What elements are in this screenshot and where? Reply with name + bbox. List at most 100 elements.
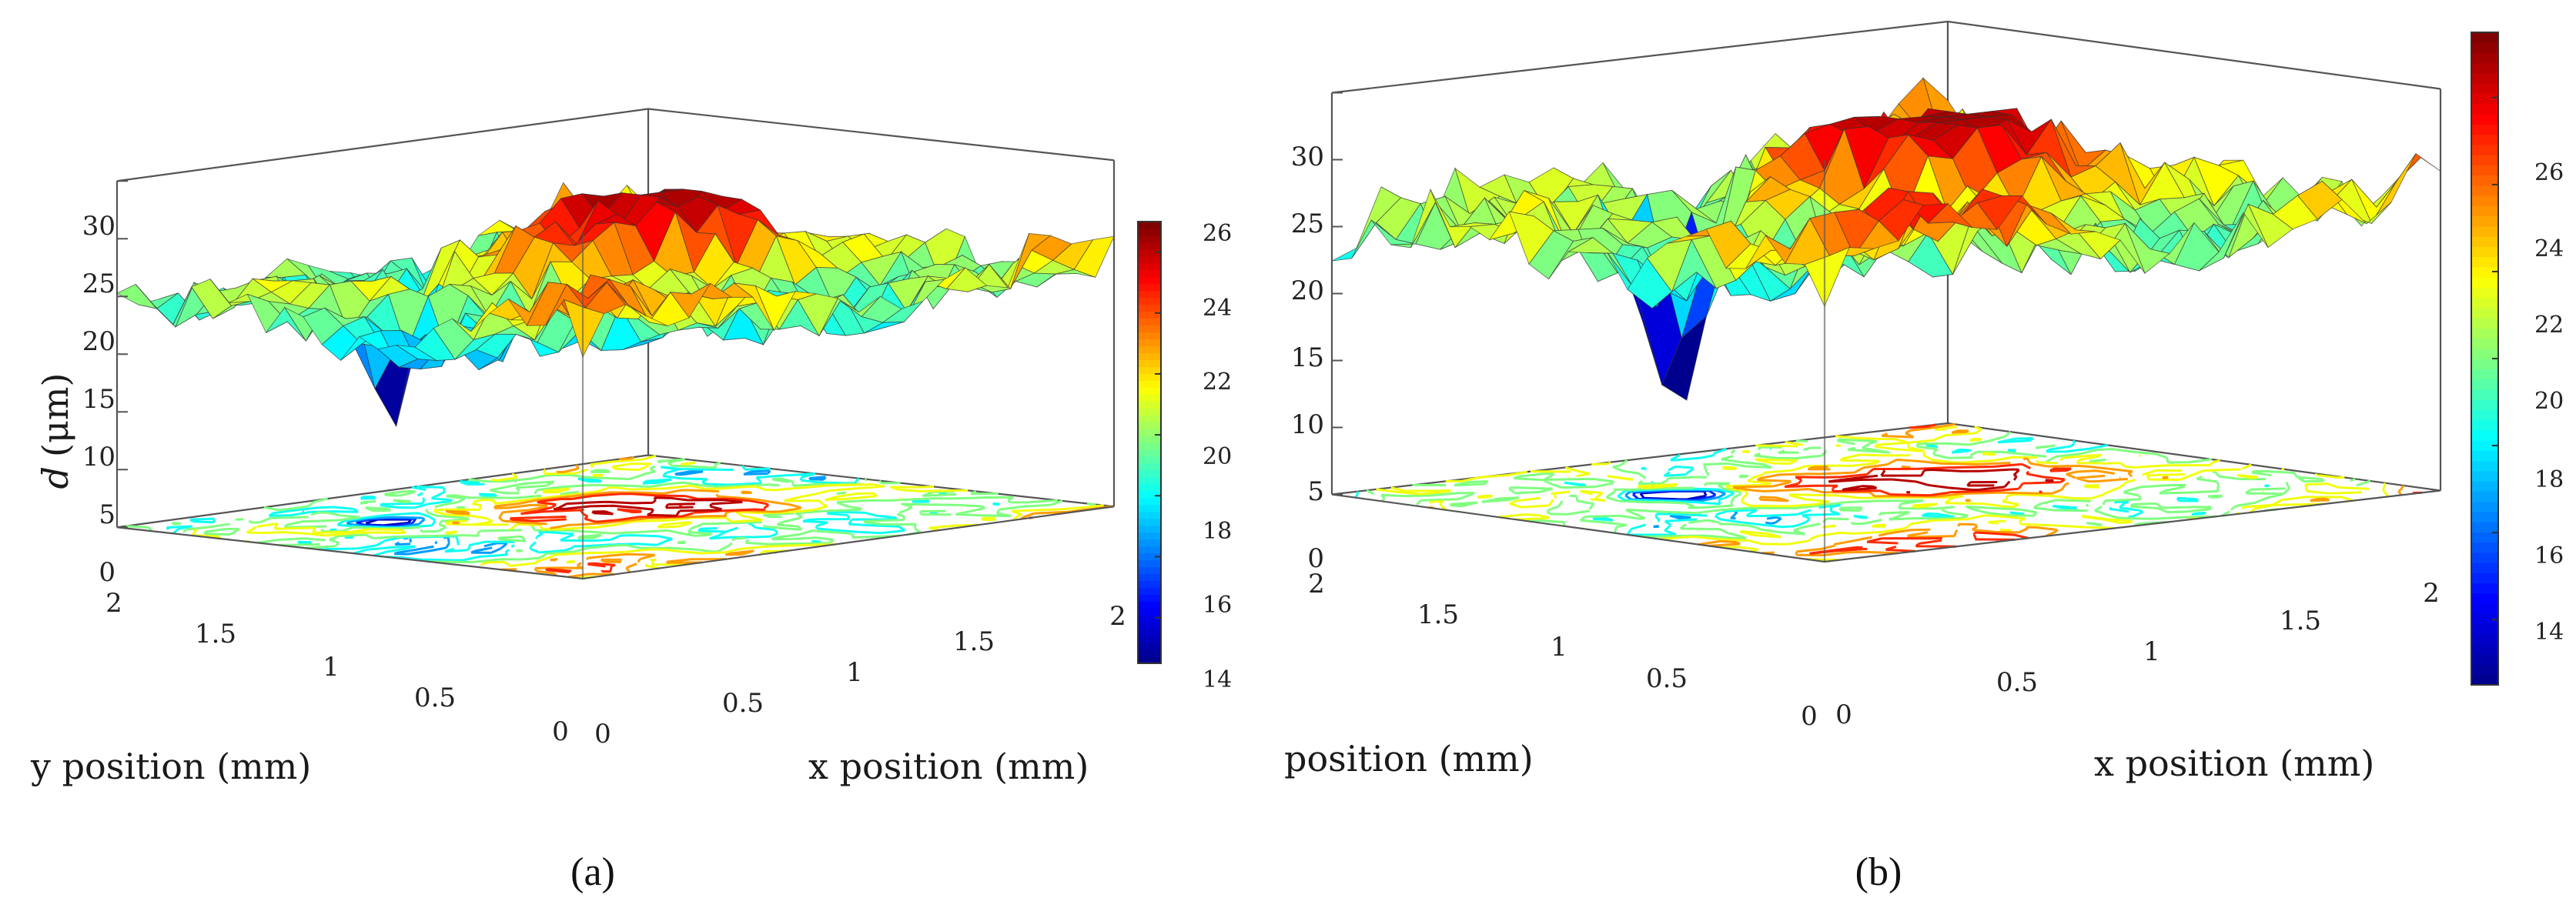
panel-b-ztick: 15: [1291, 342, 1324, 373]
colorbar-swatch: [1138, 525, 1161, 533]
panel-b-surface: [1331, 77, 2441, 401]
panel-b-ytick: 1: [1551, 632, 1567, 663]
colorbar-swatch: [2471, 399, 2498, 410]
panel-a-zlabel: d(μm): [35, 373, 76, 489]
colorbar-swatch: [1138, 587, 1161, 595]
panel-a-ztick: 15: [82, 384, 115, 415]
colorbar-swatch: [2471, 623, 2498, 635]
colorbar-swatch: [1138, 546, 1161, 554]
panel-b-ztick: 5: [1307, 476, 1324, 507]
panel-a-ytick: 2: [105, 588, 122, 619]
colorbar-swatch: [1138, 608, 1161, 616]
colorbar-swatch: [2471, 460, 2498, 472]
surface-facet: [1804, 246, 1850, 308]
colorbar-swatch: [2471, 419, 2498, 431]
colorbar-swatch: [2471, 429, 2498, 441]
colorbar-swatch: [1138, 490, 1161, 499]
colorbar-swatch: [1138, 601, 1161, 609]
colorbar-swatch: [2471, 552, 2498, 563]
colorbar-swatch: [1138, 483, 1161, 492]
colorbar-swatch: [1138, 449, 1161, 457]
panel-a-xtick: 0: [594, 719, 611, 749]
panel-b-colorbar: [2471, 32, 2499, 686]
colorbar-swatch: [1138, 366, 1161, 374]
colorbar-swatch: [1138, 222, 1161, 229]
colorbar-swatch: [2471, 195, 2498, 206]
colorbar-swatch: [1138, 476, 1161, 485]
colorbar-swatch: [1138, 559, 1161, 568]
colorbar-swatch: [1138, 325, 1161, 333]
panel-b-ylabel: position (mm): [1284, 738, 1534, 779]
colorbar-swatch: [2471, 633, 2498, 645]
colorbar-swatch: [2471, 532, 2498, 543]
colorbar-swatch: [2471, 205, 2498, 217]
contour-level: [1827, 468, 2055, 494]
panel-a-ztick: 10: [82, 442, 115, 472]
panel-b-front-box: [1331, 92, 2441, 563]
panel-b-xlabel: x position (mm): [2094, 743, 2374, 784]
colorbar-swatch: [2471, 359, 2498, 369]
colorbar-swatch: [1138, 594, 1161, 602]
colorbar-swatch: [1138, 462, 1161, 471]
colorbar-swatch: [1138, 615, 1161, 623]
colorbar-swatch: [2471, 266, 2498, 278]
panel-b-ztick: 25: [1291, 209, 1324, 239]
colorbar-swatch: [1138, 643, 1161, 650]
panel-a-ztick: 20: [82, 326, 115, 357]
panel-a-colorbar-tick: 18: [1203, 518, 1232, 545]
colorbar-swatch: [2471, 165, 2498, 176]
colorbar-swatch: [1138, 656, 1161, 664]
contour-level: [302, 469, 827, 556]
colorbar-swatch: [1138, 249, 1161, 257]
panel-a-ytick: 0: [552, 716, 569, 747]
colorbar-swatch: [1138, 235, 1161, 243]
colorbar-swatch: [1138, 469, 1161, 478]
contour-level: [1784, 423, 2422, 555]
panel-a-ylabel: y position (mm): [30, 746, 311, 787]
colorbar-swatch: [2471, 644, 2498, 655]
colorbar-swatch: [1138, 339, 1161, 347]
colorbar-swatch: [2471, 369, 2498, 380]
colorbar-swatch: [2471, 225, 2498, 237]
colorbar-swatch: [2471, 603, 2498, 614]
colorbar-swatch: [1138, 532, 1161, 540]
panel-b-caption: (b): [1855, 850, 1902, 894]
panel-b-colorbar-tick: 20: [2534, 388, 2564, 415]
colorbar-swatch: [1138, 269, 1161, 278]
colorbar-swatch: [2471, 236, 2498, 247]
colorbar-swatch: [1138, 636, 1161, 643]
colorbar-swatch: [2471, 155, 2498, 165]
colorbar-swatch: [2471, 450, 2498, 462]
contour-level: [509, 466, 1033, 573]
colorbar-swatch: [1138, 580, 1161, 588]
colorbar-swatch: [1138, 262, 1161, 271]
colorbar-swatch: [2471, 144, 2498, 155]
colorbar-swatch: [2471, 134, 2498, 145]
colorbar-swatch: [1138, 622, 1161, 629]
colorbar-swatch: [1138, 276, 1161, 285]
panel-a-colorbar: [1137, 221, 1162, 664]
contour-level: [1376, 426, 2389, 562]
panel-b-colorbar-tick: 14: [2534, 619, 2564, 646]
colorbar-swatch: [1138, 242, 1161, 250]
colorbar-swatch: [2471, 593, 2498, 604]
surface-facet: [564, 299, 605, 359]
colorbar-swatch: [2471, 409, 2498, 421]
colorbar-swatch: [2471, 511, 2498, 522]
colorbar-swatch: [2471, 287, 2498, 299]
panel-a-ztick: 25: [82, 269, 115, 299]
colorbar-swatch: [2471, 73, 2498, 84]
colorbar-swatch: [1138, 359, 1161, 367]
colorbar-swatch: [2471, 613, 2498, 625]
colorbar-swatch: [2471, 175, 2498, 186]
panel-a-ztick: 5: [99, 499, 115, 530]
panel-a-colorbar-tick: 24: [1203, 295, 1232, 322]
colorbar-swatch: [2471, 522, 2498, 532]
colorbar-swatch: [2471, 103, 2498, 115]
colorbar-swatch: [2471, 93, 2498, 105]
colorbar-swatch: [1138, 346, 1161, 354]
panel-b-ytick: 0: [1801, 701, 1818, 732]
panel-a-colorbar-tick: 14: [1203, 666, 1232, 693]
panel-a-ytick: 1.5: [195, 619, 236, 649]
back-top-edge: [116, 108, 1115, 182]
